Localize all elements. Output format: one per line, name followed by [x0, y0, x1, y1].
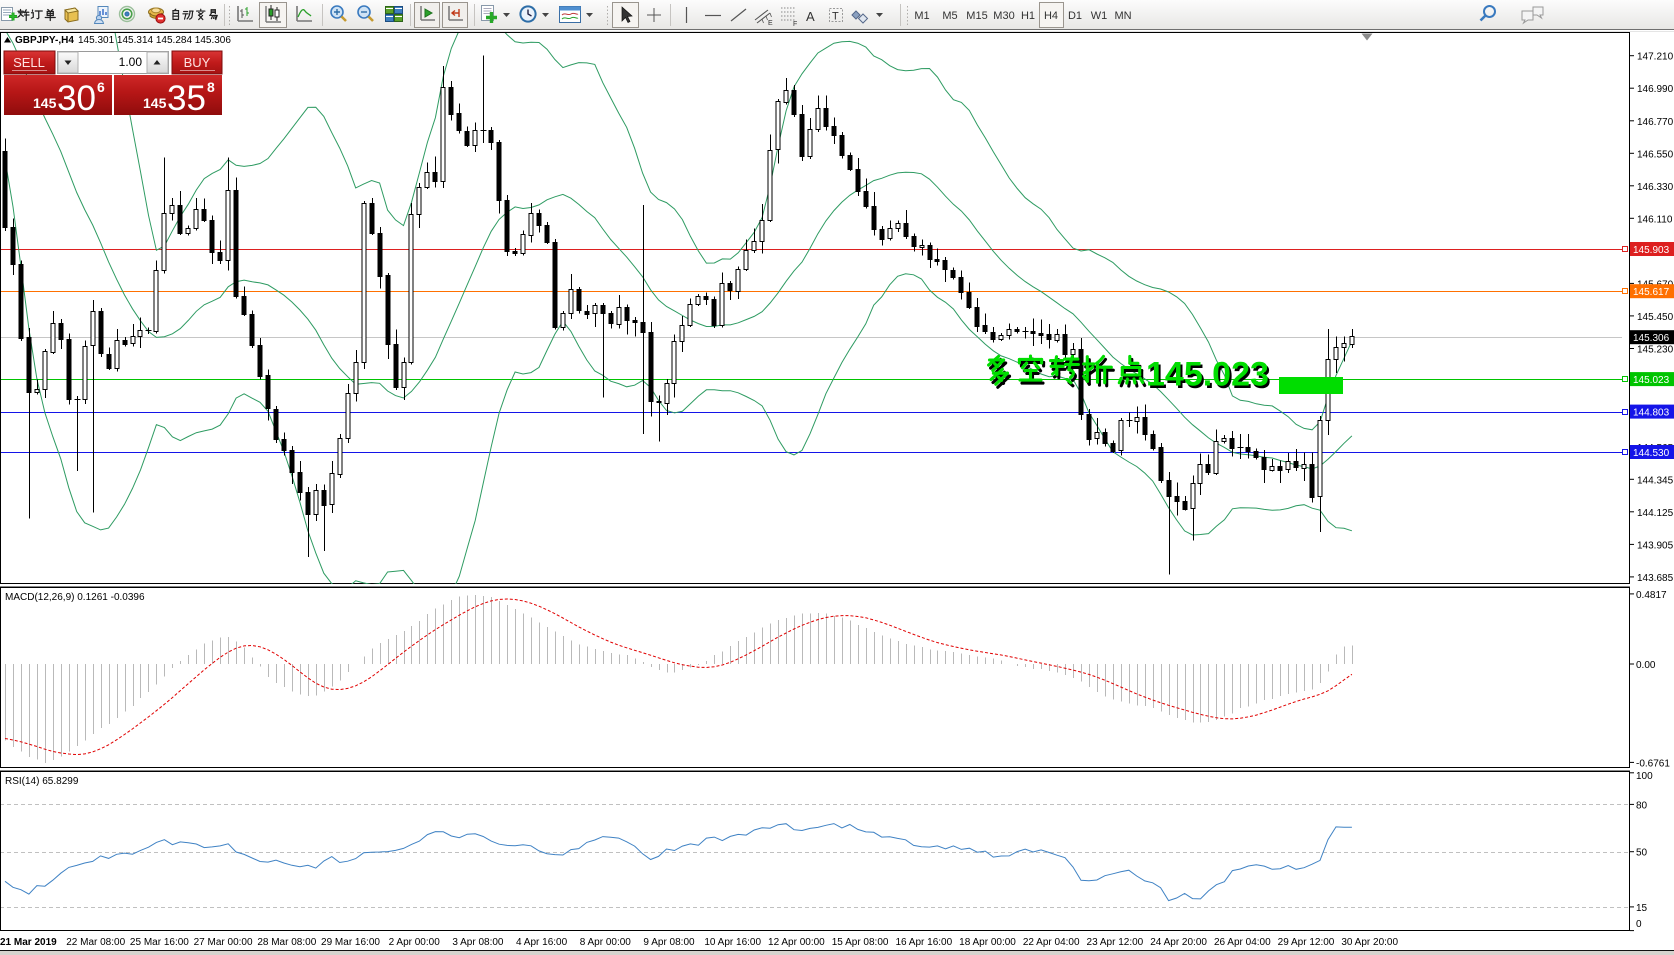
svg-text:29 Apr 12:00: 29 Apr 12:00	[1278, 937, 1335, 948]
svg-text:145.450: 145.450	[1637, 312, 1674, 323]
svg-text:27 Mar 00:00: 27 Mar 00:00	[194, 937, 253, 948]
svg-text:T: T	[832, 11, 839, 23]
svg-text:25 Mar 16:00: 25 Mar 16:00	[130, 937, 189, 948]
svg-text:3 Apr 08:00: 3 Apr 08:00	[452, 937, 504, 948]
svg-text:24 Apr 20:00: 24 Apr 20:00	[1150, 937, 1207, 948]
svg-text:147.210: 147.210	[1637, 52, 1674, 63]
svg-text:MN: MN	[1114, 10, 1131, 22]
svg-text:28 Mar 08:00: 28 Mar 08:00	[257, 937, 316, 948]
svg-text:146.770: 146.770	[1637, 117, 1674, 128]
svg-text:RSI(14) 65.8299: RSI(14) 65.8299	[5, 776, 79, 787]
svg-text:1.00: 1.00	[119, 55, 143, 69]
svg-text:D1: D1	[1068, 10, 1082, 22]
svg-text:146.550: 146.550	[1637, 149, 1674, 160]
svg-text:146.990: 146.990	[1637, 84, 1674, 95]
svg-text:-0.6761: -0.6761	[1636, 758, 1670, 769]
svg-text:35: 35	[167, 79, 206, 118]
svg-text:16 Apr 16:00: 16 Apr 16:00	[895, 937, 952, 948]
svg-text:145.301 145.314 145.284 145.30: 145.301 145.314 145.284 145.306	[78, 35, 231, 46]
svg-text:145.306: 145.306	[1633, 333, 1670, 344]
svg-text:144.803: 144.803	[1633, 408, 1670, 419]
svg-text:2 Apr 00:00: 2 Apr 00:00	[389, 937, 441, 948]
svg-text:BUY: BUY	[184, 55, 211, 70]
svg-text:F: F	[793, 21, 797, 28]
svg-text:143.685: 143.685	[1637, 573, 1674, 584]
svg-text:80: 80	[1636, 800, 1648, 811]
svg-text:22 Mar 08:00: 22 Mar 08:00	[66, 937, 125, 948]
svg-text:145.023: 145.023	[1148, 358, 1271, 396]
svg-text:100: 100	[1636, 771, 1653, 782]
svg-text:12 Apr 00:00: 12 Apr 00:00	[768, 937, 825, 948]
svg-text:145.023: 145.023	[1633, 375, 1670, 386]
svg-text:26 Apr 04:00: 26 Apr 04:00	[1214, 937, 1271, 948]
svg-text:A: A	[806, 9, 815, 24]
svg-text:145.230: 145.230	[1637, 345, 1674, 356]
svg-text:21 Mar 2019: 21 Mar 2019	[0, 937, 57, 948]
svg-text:8 Apr 00:00: 8 Apr 00:00	[580, 937, 632, 948]
svg-text:145: 145	[33, 95, 57, 111]
svg-text:8: 8	[207, 79, 215, 95]
svg-text:145: 145	[143, 95, 167, 111]
svg-text:145.617: 145.617	[1633, 287, 1670, 298]
svg-text:145.903: 145.903	[1633, 245, 1670, 256]
svg-text:146.110: 146.110	[1637, 214, 1673, 225]
svg-text:144.345: 144.345	[1637, 475, 1674, 486]
svg-text:22 Apr 04:00: 22 Apr 04:00	[1023, 937, 1080, 948]
svg-text:9 Apr 08:00: 9 Apr 08:00	[643, 937, 695, 948]
svg-text:H4: H4	[1044, 10, 1058, 22]
svg-text:0.00: 0.00	[1636, 660, 1656, 671]
svg-text:15: 15	[1636, 903, 1648, 914]
svg-text:23 Apr 12:00: 23 Apr 12:00	[1087, 937, 1144, 948]
svg-text:E: E	[768, 20, 773, 27]
svg-text:H1: H1	[1021, 10, 1035, 22]
svg-text:0: 0	[1636, 919, 1642, 930]
svg-text:143.905: 143.905	[1637, 540, 1674, 551]
svg-text:6: 6	[97, 79, 105, 95]
svg-text:145.023: 145.023	[1146, 356, 1269, 394]
svg-text:M1: M1	[914, 10, 929, 22]
svg-text:146.330: 146.330	[1637, 182, 1674, 193]
svg-text:M30: M30	[993, 10, 1014, 22]
svg-text:W1: W1	[1091, 10, 1108, 22]
svg-text:0.4817: 0.4817	[1636, 590, 1667, 601]
svg-text:M15: M15	[966, 10, 987, 22]
svg-text:30: 30	[57, 79, 96, 118]
svg-text:15 Apr 08:00: 15 Apr 08:00	[832, 937, 889, 948]
svg-text:4 Apr 16:00: 4 Apr 16:00	[516, 937, 568, 948]
svg-text:144.125: 144.125	[1637, 508, 1674, 519]
svg-text:50: 50	[1636, 848, 1648, 859]
svg-text:18 Apr 00:00: 18 Apr 00:00	[959, 937, 1016, 948]
svg-text:SELL: SELL	[13, 55, 45, 70]
svg-text:10 Apr 16:00: 10 Apr 16:00	[704, 937, 761, 948]
svg-text:30 Apr 20:00: 30 Apr 20:00	[1341, 937, 1398, 948]
svg-text:MACD(12,26,9) 0.1261 -0.0396: MACD(12,26,9) 0.1261 -0.0396	[5, 592, 145, 603]
svg-text:GBPJPY-,H4: GBPJPY-,H4	[15, 35, 74, 46]
svg-text:29 Mar 16:00: 29 Mar 16:00	[321, 937, 380, 948]
svg-text:M5: M5	[942, 10, 957, 22]
svg-text:144.530: 144.530	[1633, 448, 1670, 459]
